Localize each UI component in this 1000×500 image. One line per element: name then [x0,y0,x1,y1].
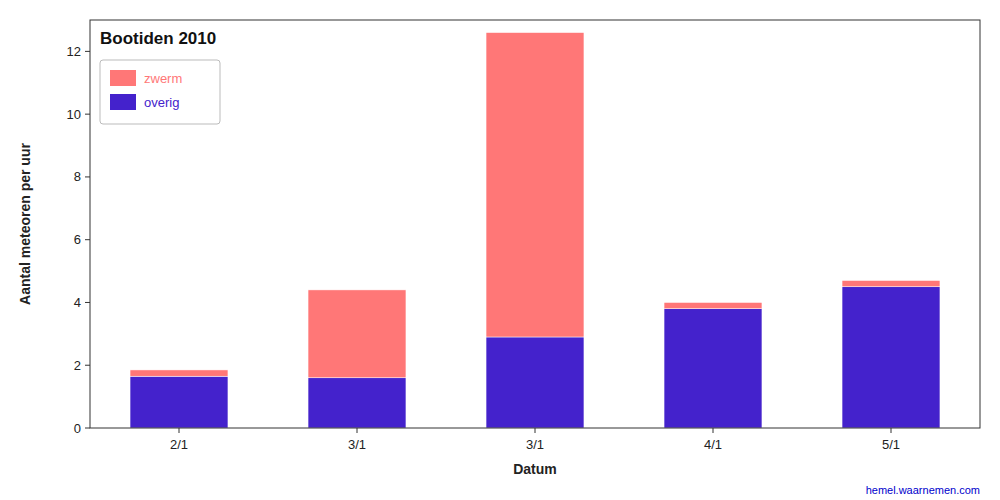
y-tick-label: 2 [74,358,81,373]
y-tick [85,239,90,240]
bar [664,302,762,308]
bar [486,33,584,337]
x-tick [891,428,892,433]
y-tick [85,365,90,366]
y-tick-label: 12 [67,44,81,59]
x-tick-label: 3/1 [526,437,544,452]
legend-swatch [110,70,136,86]
x-tick-label: 4/1 [704,437,722,452]
legend-label: zwerm [144,71,182,86]
x-tick [179,428,180,433]
y-tick [85,176,90,177]
plot-frame [90,20,980,428]
y-tick [85,428,90,429]
bar [130,370,228,376]
legend-label: overig [144,95,179,110]
bar [130,376,228,428]
bar [486,337,584,428]
y-tick [85,302,90,303]
y-tick-label: 8 [74,169,81,184]
y-tick [85,114,90,115]
x-tick-label: 2/1 [170,437,188,452]
bar [842,280,940,286]
legend: zwerm overig [100,60,220,124]
x-tick-label: 5/1 [882,437,900,452]
chart-title: Bootiden 2010 [100,29,216,48]
chart-svg: 0 2 4 6 8 10 12 2/1 3/1 3/1 4/1 5/1 Datum Aantal mete… [0,0,1000,500]
watermark: hemel.waarnemen.com [866,484,980,496]
y-tick-label: 6 [74,232,81,247]
y-tick-label: 0 [74,421,81,436]
bars [130,33,940,428]
bar [842,287,940,428]
y-tick-label: 4 [74,295,81,310]
x-tick [535,428,536,433]
bar [308,290,406,378]
y-axis-label: Aantal meteoren per uur [17,143,33,305]
chart-container: 0 2 4 6 8 10 12 2/1 3/1 3/1 4/1 5/1 Datum Aantal mete… [0,0,1000,500]
x-tick-label: 3/1 [348,437,366,452]
x-tick [357,428,358,433]
y-tick [85,51,90,52]
legend-swatch [110,94,136,110]
legend-box [100,60,220,124]
x-tick [713,428,714,433]
y-tick-label: 10 [67,107,81,122]
bar [308,378,406,428]
x-axis-label: Datum [513,461,557,477]
bar [664,309,762,428]
